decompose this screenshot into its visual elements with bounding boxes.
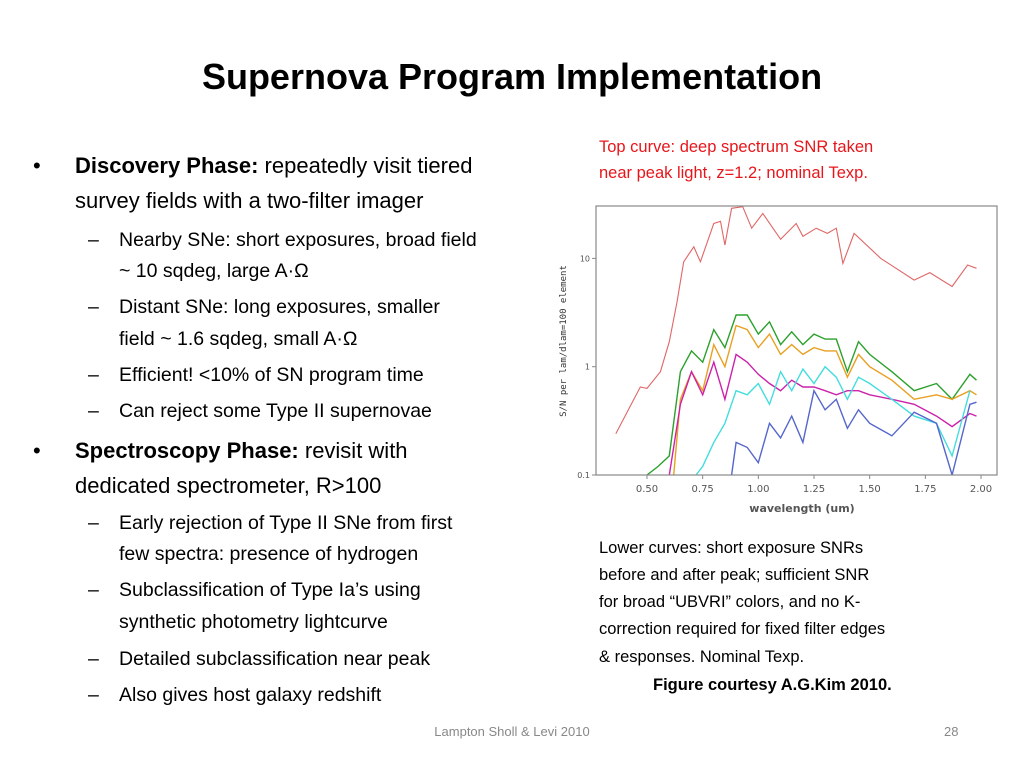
bullet-heading: Spectroscopy Phase:: [75, 438, 299, 463]
sub-item-text: Efficient! <10% of SN program time: [119, 364, 424, 386]
dash: –: [88, 512, 99, 534]
plot-frame: [595, 205, 998, 476]
bottom-note: correction required for fixed filter edg…: [599, 620, 886, 638]
bullet-glyph: •: [33, 438, 41, 463]
x-axis-label: wavelength (um): [749, 502, 854, 515]
sub-item-text: Subclassification of Type Ia’s using: [119, 579, 421, 601]
bullet-text: survey fields with a two-filter imager: [75, 188, 424, 213]
bullet-text: dedicated spectrometer, R>100: [75, 473, 382, 498]
bottom-note: & responses. Nominal Texp.: [599, 648, 805, 666]
y-axis-label: S/N per lam/dlam=100 element: [559, 265, 569, 417]
lower-curve-series: [673, 324, 977, 475]
bottom-note: Lower curves: short exposure SNRs: [599, 539, 864, 557]
sub-item-text: ~ 10 sqdeg, large A·Ω: [119, 260, 309, 282]
bullet-spectroscopy: Spectroscopy Phase: revisit with: [75, 438, 408, 464]
dash: –: [88, 579, 99, 601]
lower-curve-series: [695, 365, 971, 475]
y-tick-label: 1: [585, 363, 590, 372]
y-tick-label: 0.1: [577, 471, 590, 480]
y-tick-label: 10: [580, 254, 590, 263]
dash: –: [88, 364, 99, 386]
figure-credit: Figure courtesy A.G.Kim 2010.: [653, 676, 892, 694]
sub-item-text: Can reject some Type II supernovae: [119, 400, 432, 422]
dash: –: [88, 648, 99, 670]
page-number: 28: [944, 724, 959, 739]
x-tick-label: 1.50: [859, 484, 881, 495]
sub-item-text: Detailed subclassification near peak: [119, 648, 431, 670]
sub-item-text: field ~ 1.6 sqdeg, small A·Ω: [119, 328, 358, 350]
top-note: Top curve: deep spectrum SNR taken: [599, 138, 874, 156]
snr-chart: 0.50 0.75 1.00 1.25 1.50 1.75 2.00 0.1 1 10 wavel…: [548, 196, 1008, 522]
top-curve-series: [615, 206, 977, 435]
footer: Lampton Sholl & Levi 2010: [434, 724, 590, 739]
dash: –: [88, 684, 99, 706]
x-tick-label: 1.75: [914, 484, 936, 495]
bottom-note: before and after peak; sufficient SNR: [599, 566, 870, 584]
sub-item-text: Early rejection of Type II SNe from firs…: [119, 512, 453, 534]
x-tick-label: 0.50: [636, 484, 658, 495]
dash: –: [88, 296, 99, 318]
lower-curve-series: [646, 314, 977, 475]
bullet-glyph: •: [33, 153, 41, 178]
sub-item-text: Also gives host galaxy redshift: [119, 684, 382, 706]
chart-background: [548, 196, 1008, 522]
sub-item-text: Distant SNe: long exposures, smaller: [119, 296, 440, 318]
sub-item-text: few spectra: presence of hydrogen: [119, 543, 419, 565]
x-tick-label: 0.75: [692, 484, 714, 495]
lower-curve-series: [668, 353, 977, 475]
bullet-discovery: Discovery Phase: repeatedly visit tiered: [75, 153, 472, 179]
sub-item-text: Nearby SNe: short exposures, broad field: [119, 229, 477, 251]
x-tick-label: 1.25: [803, 484, 825, 495]
slide-title: Supernova Program Implementation: [201, 56, 823, 97]
dash: –: [88, 400, 99, 422]
dash: –: [88, 229, 99, 251]
bullet-heading: Discovery Phase:: [75, 153, 259, 178]
x-tick-label: 1.00: [747, 484, 769, 495]
x-tick-label: 2.00: [970, 484, 992, 495]
top-note: near peak light, z=1.2; nominal Texp.: [599, 164, 868, 182]
bullet-text: repeatedly visit tiered: [258, 153, 473, 178]
bottom-note: for broad “UBVRI” colors, and no K-: [599, 593, 861, 611]
bullet-text: revisit with: [298, 438, 408, 463]
sub-item-text: synthetic photometry lightcurve: [119, 611, 388, 633]
lower-curve-series: [730, 388, 977, 475]
